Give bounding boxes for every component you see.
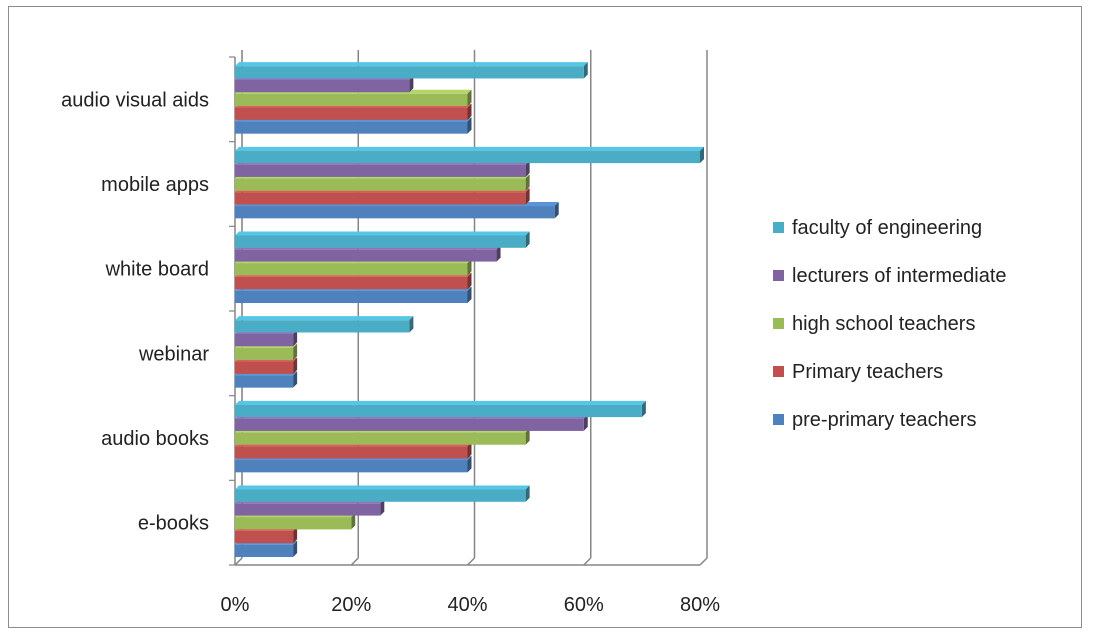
bar: [235, 121, 468, 134]
bar-end: [467, 103, 472, 120]
bar: [235, 290, 468, 303]
bar: [235, 503, 381, 516]
bar-end: [467, 456, 472, 473]
bar-end: [293, 371, 298, 388]
chart-frame: [8, 6, 1082, 628]
floor-gridline: [466, 557, 476, 566]
bar: [235, 333, 294, 347]
bar-end: [583, 62, 588, 79]
bar: [235, 432, 526, 445]
legend-label: high school teachers: [792, 313, 975, 335]
x-tick-label: 60%: [564, 594, 604, 616]
legend-label: lecturers of intermediate: [792, 265, 1007, 287]
bar: [235, 460, 468, 473]
bar-end: [293, 540, 298, 557]
bar: [235, 235, 526, 248]
bar-end: [467, 89, 472, 107]
floor-gridline: [699, 557, 708, 566]
bar-top: [235, 146, 704, 151]
bar: [235, 107, 468, 120]
bar-top: [235, 316, 414, 321]
legend-swatch: [773, 414, 784, 425]
x-tick-label: 80%: [680, 594, 720, 616]
category-label: audio visual aids: [61, 89, 209, 111]
x-tick-label: 40%: [447, 594, 487, 616]
floor-gridline: [583, 557, 592, 566]
bar-end: [293, 357, 298, 374]
bar-end: [525, 160, 530, 177]
bar-end: [293, 526, 298, 544]
bar-end: [409, 75, 414, 93]
bar: [235, 517, 352, 530]
legend-swatch: [773, 318, 784, 329]
bar-end: [409, 316, 414, 333]
bar-end: [467, 259, 472, 276]
bar: [235, 544, 294, 557]
bar-end: [496, 245, 501, 262]
bar-end: [525, 188, 530, 205]
x-tick-label: 20%: [331, 594, 371, 616]
bar-end: [467, 442, 472, 459]
bar: [235, 66, 584, 79]
bar: [235, 530, 294, 544]
bar-end: [467, 286, 472, 303]
category-label: white board: [105, 259, 209, 281]
bar-end: [351, 513, 356, 530]
bar-end: [583, 414, 588, 431]
bar: [235, 361, 294, 374]
category-label: webinar: [138, 343, 209, 365]
bar-end: [525, 231, 530, 248]
bar: [235, 192, 526, 205]
bar-end: [467, 272, 472, 290]
bar: [235, 93, 468, 107]
bar-end: [700, 146, 704, 164]
category-label: e-books: [138, 513, 209, 535]
bar: [235, 347, 294, 361]
bar: [235, 320, 410, 333]
bar-end: [554, 202, 559, 219]
legend-label: faculty of engineering: [792, 217, 982, 239]
bar: [235, 178, 526, 191]
bar: [235, 263, 468, 276]
bar-end: [380, 499, 385, 516]
bar-end: [525, 485, 530, 502]
bar-end: [467, 117, 472, 134]
bar-end: [293, 329, 298, 347]
bar: [235, 150, 700, 164]
bar-end: [525, 428, 530, 445]
bar-end: [293, 343, 298, 361]
bar-end: [641, 400, 646, 418]
legend-label: pre-primary teachers: [792, 409, 977, 431]
bar: [235, 276, 468, 290]
bar: [235, 206, 555, 219]
bar: [235, 375, 294, 388]
bar: [235, 446, 468, 459]
x-tick-label: 0%: [221, 594, 250, 616]
category-label: mobile apps: [101, 174, 209, 196]
legend-label: Primary teachers: [792, 361, 943, 383]
bar: [235, 164, 526, 177]
legend-swatch: [773, 366, 784, 377]
bar-top: [235, 485, 530, 490]
floor-gridline: [350, 557, 359, 566]
bar-top: [235, 62, 588, 67]
bar-top: [235, 231, 530, 236]
legend-swatch: [773, 222, 784, 233]
floor-gridline: [234, 557, 243, 566]
bar-end: [525, 174, 530, 191]
legend-swatch: [773, 270, 784, 281]
bar: [235, 489, 526, 502]
bar: [235, 249, 497, 262]
bar: [235, 79, 410, 93]
bar: [235, 418, 584, 431]
category-label: audio books: [101, 428, 209, 450]
bar: [235, 404, 642, 418]
bar-top: [235, 400, 646, 405]
